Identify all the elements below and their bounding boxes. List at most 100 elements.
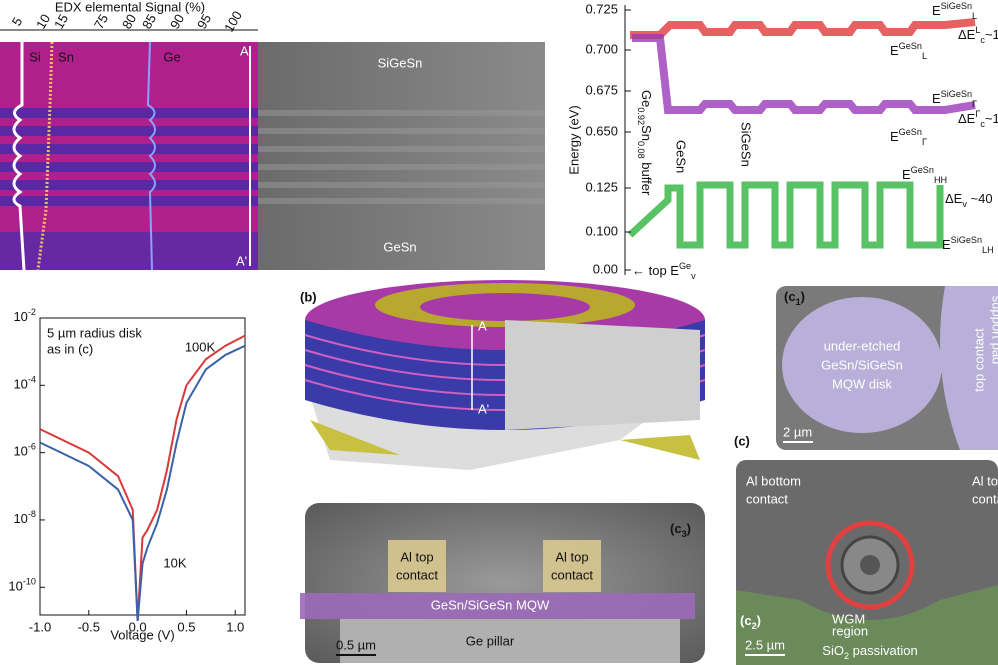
- band-tick: 0.675: [585, 82, 618, 97]
- label-part: ): [757, 613, 761, 628]
- disk-label: MQW disk: [832, 376, 892, 391]
- label-part: E: [902, 167, 911, 182]
- series-line: [39, 344, 246, 622]
- x-tick-label: -1.0: [29, 619, 51, 634]
- label-part: ~1: [985, 27, 998, 42]
- panel-label: (c2): [740, 613, 761, 631]
- label-part: Sn: [639, 125, 654, 141]
- edx-tick: 15: [51, 11, 71, 31]
- label-part: L: [972, 11, 977, 21]
- panel-c3-sem: [300, 503, 705, 663]
- label-part: Γ: [922, 137, 927, 147]
- band-label: ΔELc~1: [958, 25, 998, 45]
- marker-a: A: [478, 318, 487, 333]
- label-part: GeSn: [911, 165, 934, 175]
- panel-label: (b): [300, 289, 317, 304]
- band-tick: 0.725: [585, 1, 618, 16]
- label-part: ΔE: [945, 191, 963, 206]
- label-part: (c: [784, 289, 796, 304]
- tem-image: [258, 42, 545, 270]
- label-part: ): [687, 521, 691, 536]
- panel-label: (c3): [670, 521, 691, 539]
- annotation: 5 µm radius disk: [47, 325, 142, 340]
- disk-label: GeSn/SiGeSn: [821, 357, 903, 372]
- buffer-label: Ge0.92Sn0.08 buffer: [636, 90, 654, 196]
- marker-a-prime: A': [236, 253, 247, 268]
- label-part: SiGeSn: [941, 89, 972, 99]
- y-tick-label: 10-8: [13, 509, 36, 526]
- marker-a: A: [240, 43, 249, 58]
- x-tick-label: 0.0: [129, 619, 147, 634]
- contact-label: Al top: [555, 549, 588, 564]
- y-tick-label: 10-2: [13, 307, 36, 324]
- label-part: v: [962, 199, 967, 209]
- layer-label: SiGeSn: [739, 122, 754, 167]
- band-tick: 0.650: [585, 123, 618, 138]
- x-tick-label: 0.5: [177, 619, 195, 634]
- series-line: [39, 334, 246, 621]
- label-part: 3: [682, 529, 687, 539]
- label-part: (c: [670, 521, 682, 536]
- pillar-label: Ge pillar: [466, 633, 515, 648]
- gamma-band: [632, 34, 976, 114]
- band-tick: 0.700: [585, 41, 618, 56]
- band-tick: 0.100: [585, 223, 618, 238]
- label-part: ← top E: [632, 263, 679, 278]
- label-part: SiGeSn: [951, 235, 982, 245]
- panel-c1-sem: [776, 286, 998, 450]
- x-tick-label: 1.0: [226, 619, 244, 634]
- element-label: Ge: [163, 49, 180, 64]
- panel-label: (c1): [784, 289, 805, 307]
- band-label: EGeSnHH: [902, 165, 947, 185]
- label-part: SiGeSn: [941, 1, 972, 11]
- wgm-label: region: [832, 623, 868, 638]
- si-profile: [12, 42, 26, 271]
- sio2-label: SiO2 passivation: [822, 643, 917, 661]
- mqw-label: GeSn/SiGeSn MQW: [431, 597, 550, 612]
- label-part: GeSn: [899, 127, 922, 137]
- band-ylabel: Energy (eV): [566, 105, 581, 174]
- label-part: ~1: [985, 111, 998, 126]
- edx-tick: 85: [139, 11, 159, 31]
- edx-tick: 80: [119, 11, 139, 31]
- tem-stripes: [258, 110, 545, 204]
- label-part: ΔE: [958, 27, 976, 42]
- top-ev-label: ← top EGev: [632, 261, 696, 281]
- element-label: Sn: [58, 49, 74, 64]
- contact-label: Al to: [972, 473, 998, 488]
- band-tick: 0.125: [585, 179, 618, 194]
- edx-tick: 100: [221, 8, 245, 34]
- band-label: ESiGeSnΓ: [932, 89, 977, 109]
- band-label: EGeSnL: [890, 41, 927, 61]
- band-tick: 0.00: [593, 261, 618, 276]
- disk-label: under-etched: [824, 338, 901, 353]
- tem-bottom: GeSn: [383, 239, 416, 254]
- label-part: Γ: [972, 99, 977, 109]
- series-label: 100K: [185, 339, 216, 354]
- label-part: E: [932, 91, 941, 106]
- label-part: GeSn: [899, 41, 922, 51]
- band-label: ΔEΓc~1: [958, 109, 998, 129]
- iv-frame: [39, 317, 246, 616]
- x-tick-label: -0.5: [78, 619, 100, 634]
- y-tick-label: 10-4: [13, 375, 36, 392]
- layer-label: GeSn: [674, 140, 689, 173]
- label-part: L: [922, 51, 927, 61]
- label-part: L: [975, 25, 980, 35]
- l-band: [630, 18, 976, 39]
- contact-label: conta: [972, 491, 998, 506]
- element-label: Si: [29, 49, 41, 64]
- contact-label: contact: [551, 567, 593, 582]
- annotation: as in (c): [47, 341, 93, 356]
- label-part: 2: [752, 621, 757, 631]
- panel-b-render: [304, 280, 706, 470]
- label-part: E: [942, 237, 951, 252]
- edx-tick: 5: [9, 15, 26, 29]
- label-part: buffer: [639, 159, 654, 196]
- band-label: ESiGeSnL: [932, 1, 977, 21]
- label-part: ΔE: [958, 111, 976, 126]
- label-part: c: [980, 35, 985, 45]
- y-tick-label: 10-10: [8, 577, 36, 594]
- scale-label: 0.5 µm: [336, 637, 376, 652]
